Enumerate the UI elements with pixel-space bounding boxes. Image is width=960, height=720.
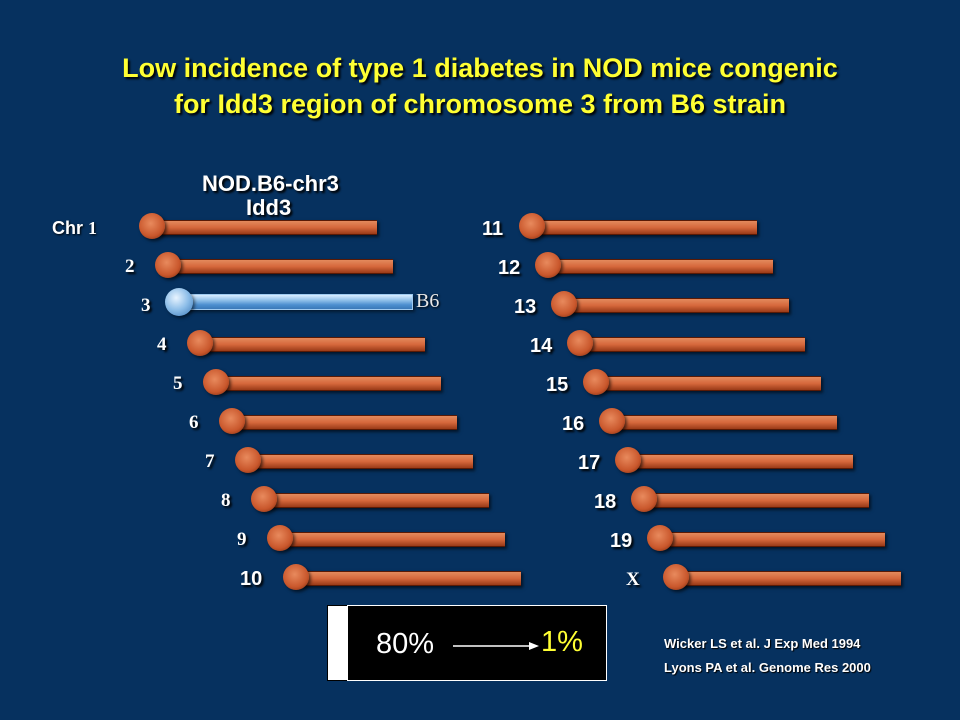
reference-1: Wicker LS et al. J Exp Med 1994: [664, 636, 861, 651]
chromosome-arm: [641, 493, 869, 508]
chr-prefix: Chr: [52, 218, 83, 238]
chromosome-arm: [545, 259, 773, 274]
chromosome-number-8: 8: [221, 490, 231, 511]
incidence-before: 80%: [376, 628, 435, 660]
centromere: [251, 486, 277, 512]
chromosome-13: [551, 284, 796, 324]
centromere: [519, 213, 545, 239]
chromosome-arm: [149, 220, 377, 235]
chromosome-arm: [529, 220, 757, 235]
chromosome-8: [251, 479, 496, 519]
chromosome-4: [187, 323, 432, 363]
chromosome-number-X: X: [626, 569, 640, 590]
chromosome-5: [203, 362, 448, 402]
chromosome-X: [663, 557, 908, 597]
chromosome-number-6: 6: [189, 412, 199, 433]
chromosome-arm: [165, 259, 393, 274]
chromosome-number-17: 17: [578, 452, 601, 474]
centromere: [599, 408, 625, 434]
chromosome-7: [235, 440, 480, 480]
references: Wicker LS et al. J Exp Med 1994 Lyons PA…: [664, 636, 904, 684]
chromosome-11: [519, 206, 764, 246]
chromosome-arm: [245, 454, 473, 469]
chromosome-2: [155, 245, 400, 285]
chromosome-arm: [673, 571, 901, 586]
title-line-2: for Idd3 region of chromosome 3 from B6 …: [173, 89, 787, 119]
chromosome-15: [583, 362, 828, 402]
centromere: [203, 369, 229, 395]
chromosome-number-7: 7: [205, 451, 215, 472]
centromere: [551, 291, 577, 317]
b6-centromere: [165, 288, 193, 316]
chromosome-number-3: 3: [141, 295, 151, 316]
centromere: [631, 486, 657, 512]
locus-name: Idd3: [246, 195, 292, 220]
reference-2: Lyons PA et al. Genome Res 2000: [664, 660, 871, 675]
centromere: [139, 213, 165, 239]
chromosome-number-12: 12: [498, 257, 521, 279]
strain-name: NOD.B6-chr3: [202, 171, 339, 196]
chromosome-19: [647, 518, 892, 558]
chromosome-arm: [609, 415, 837, 430]
b6-chromosome-segment: [179, 294, 413, 310]
chromosome-12: [535, 245, 780, 285]
chromosome-number-5: 5: [173, 373, 183, 394]
chromosome-14: [567, 323, 812, 363]
chromosome-arm: [277, 532, 505, 547]
chromosome-number-11: 11: [482, 218, 504, 240]
centromere: [267, 525, 293, 551]
chromosome-arm: [229, 415, 457, 430]
chromosome-arm: [577, 337, 805, 352]
chromosome-number-9: 9: [237, 529, 247, 550]
chromosome-number-16: 16: [562, 413, 585, 435]
title-line-1: Low incidence of type 1 diabetes in NOD …: [122, 53, 838, 83]
b6-label: B6: [416, 290, 440, 312]
centromere: [583, 369, 609, 395]
chromosome-number-14: 14: [530, 335, 553, 357]
chromosome-arm: [593, 376, 821, 391]
chromosome-number-18: 18: [594, 491, 617, 513]
centromere: [219, 408, 245, 434]
chromosome-number-19: 19: [610, 530, 633, 552]
strain-label: NOD.B6-chr3 Idd3: [202, 170, 339, 222]
chromosome-arm: [261, 493, 489, 508]
centromere: [535, 252, 561, 278]
chromosome-17: [615, 440, 860, 480]
chromosome-number-15: 15: [546, 374, 569, 396]
chromosome-18: [631, 479, 876, 519]
chromosome-arm: [561, 298, 789, 313]
centromere: [155, 252, 181, 278]
chromosome-number-13: 13: [514, 296, 537, 318]
incidence-after: 1%: [541, 626, 583, 658]
chromosome-number-2: 2: [125, 256, 135, 277]
centromere: [235, 447, 261, 473]
centromere: [283, 564, 309, 590]
chromosome-6: [219, 401, 464, 441]
chromosome-label: Chr 1: [52, 218, 97, 239]
centromere: [567, 330, 593, 356]
slide-title: Low incidence of type 1 diabetes in NOD …: [0, 50, 960, 122]
chromosome-number-10: 10: [240, 568, 263, 590]
arrow-icon: [453, 642, 539, 650]
chromosome-arm: [657, 532, 885, 547]
chromosome-number-4: 4: [157, 334, 167, 355]
chromosome-arm: [625, 454, 853, 469]
chromosome-9: [267, 518, 512, 558]
centromere: [663, 564, 689, 590]
centromere: [615, 447, 641, 473]
chromosome-arm: [197, 337, 425, 352]
chromosome-10: [283, 557, 528, 597]
chromosome-arm: [293, 571, 521, 586]
chromosome-16: [599, 401, 844, 441]
centromere: [187, 330, 213, 356]
centromere: [647, 525, 673, 551]
chromosome-number-1: 1: [88, 218, 98, 238]
chromosome-1: [139, 206, 384, 246]
chromosome-arm: [213, 376, 441, 391]
incidence-box: [347, 605, 607, 681]
